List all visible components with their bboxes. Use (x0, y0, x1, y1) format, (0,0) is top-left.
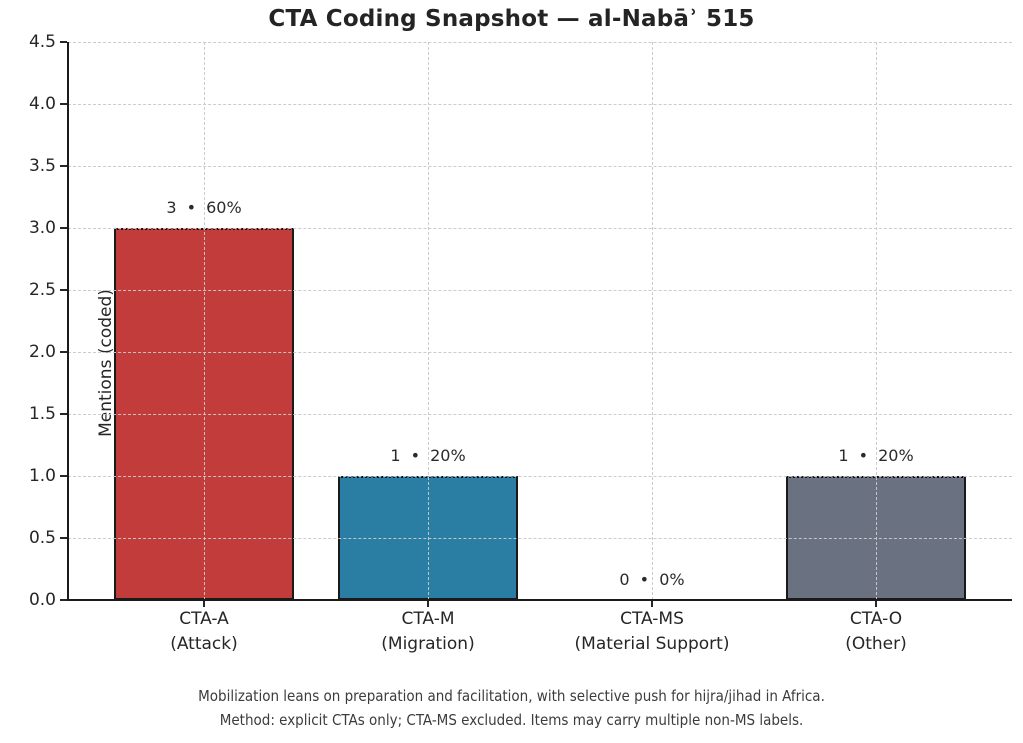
value-labels-layer: 3 • 60% 1 • 20% 0 • 0% 1 • 20% (68, 42, 1012, 600)
x-tick-mark (427, 601, 429, 607)
y-tick-mark (60, 103, 67, 105)
gridline-horizontal (68, 475, 1012, 477)
category-label: CTA-MS (Material Support) (540, 607, 764, 657)
footer-line-2: Method: explicit CTAs only; CTA-MS exclu… (219, 711, 804, 729)
y-tick-mark (60, 599, 67, 601)
y-tick-label: 2.5 (28, 280, 56, 300)
gridline-horizontal (68, 165, 1012, 167)
gridline-horizontal (68, 289, 1012, 291)
grid-layer (68, 41, 1012, 600)
y-tick-mark (60, 41, 67, 43)
bar-cta-a (114, 228, 294, 600)
bar-cta-o (786, 476, 966, 600)
chart-footer: Mobilization leans on preparation and fa… (0, 684, 1023, 732)
category-label: CTA-A (Attack) (92, 607, 316, 657)
category-code: CTA-M (401, 609, 455, 629)
y-tick-label: 3.5 (28, 156, 56, 176)
bar-value-label: 0 • 0% (619, 570, 685, 589)
gridline-vertical (203, 42, 205, 600)
plot-area: 3 • 60% 1 • 20% 0 • 0% 1 • 20% Mentions (co… (67, 41, 1012, 601)
y-tick-label: 0.0 (28, 590, 56, 610)
category-sub: (Material Support) (574, 634, 730, 654)
gridline-vertical (651, 42, 653, 600)
category-sub: (Migration) (381, 634, 475, 654)
y-axis-label: Mentions (coded) (96, 289, 116, 437)
chart-title: CTA Coding Snapshot — al-Nabāʾ 515 (268, 6, 755, 32)
y-tick-label: 1.5 (28, 404, 56, 424)
gridline-horizontal (68, 41, 1012, 43)
bar-cta-m (338, 476, 518, 600)
gridline-horizontal (68, 413, 1012, 415)
y-tick-label: 1.0 (28, 466, 56, 486)
category-label: CTA-M (Migration) (316, 607, 540, 657)
bars-layer (68, 42, 1012, 600)
y-axis-spine (67, 42, 69, 600)
gridline-horizontal (68, 103, 1012, 105)
y-tick-label: 0.5 (28, 528, 56, 548)
category-code: CTA-A (179, 609, 229, 629)
bar-value-label: 1 • 20% (838, 446, 914, 465)
y-tick-label: 4.5 (28, 32, 56, 52)
x-tick-mark (203, 601, 205, 607)
y-tick-mark (60, 475, 67, 477)
y-tick-label: 3.0 (28, 218, 56, 238)
y-tick-mark (60, 537, 67, 539)
y-tick-mark (60, 289, 67, 291)
gridline-vertical (427, 42, 429, 600)
category-sub: (Attack) (170, 634, 238, 654)
bar-value-label: 1 • 20% (390, 446, 466, 465)
x-tick-mark (651, 601, 653, 607)
y-tick-label: 2.0 (28, 342, 56, 362)
footer-line-1: Mobilization leans on preparation and fa… (198, 687, 825, 705)
category-code: CTA-MS (620, 609, 684, 629)
y-tick-mark (60, 413, 67, 415)
y-tick-mark (60, 351, 67, 353)
category-code: CTA-O (849, 609, 903, 629)
x-tick-mark (875, 601, 877, 607)
category-label: CTA-O (Other) (764, 607, 988, 657)
gridline-horizontal (68, 227, 1012, 229)
bar-value-label: 3 • 60% (166, 198, 242, 217)
x-axis-spine (67, 599, 1012, 601)
gridline-horizontal (68, 537, 1012, 539)
gridline-vertical (875, 42, 877, 600)
gridline-horizontal (68, 351, 1012, 353)
y-tick-label: 4.0 (28, 94, 56, 114)
y-tick-mark (60, 165, 67, 167)
y-tick-mark (60, 227, 67, 229)
category-sub: (Other) (845, 634, 907, 654)
